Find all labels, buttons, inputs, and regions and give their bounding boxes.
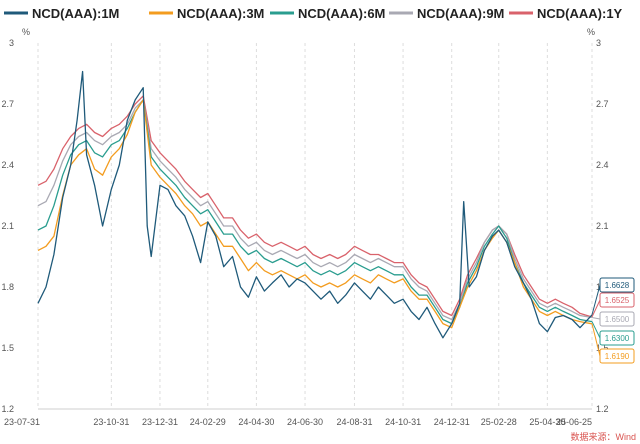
end-label-connector-4 bbox=[591, 323, 601, 357]
end-label-connector-1 bbox=[591, 299, 601, 318]
y-tick-right-6: 1.2 bbox=[596, 404, 609, 414]
y-unit-left: % bbox=[22, 27, 30, 37]
x-tick-label-4: 24-04-30 bbox=[238, 417, 274, 427]
y-tick-right-5: 1.5 bbox=[596, 343, 609, 353]
data-source: 数据来源：Wind bbox=[570, 431, 636, 442]
y-tick-left-0: 3 bbox=[9, 38, 14, 48]
chart-grid bbox=[37, 43, 593, 410]
end-label-box-4 bbox=[599, 348, 635, 364]
series-line-0 bbox=[37, 70, 593, 339]
y-tick-left-6: 1.2 bbox=[1, 404, 14, 414]
end-label-0: 1.6628 bbox=[605, 281, 630, 290]
y-tick-left-1: 2.7 bbox=[1, 99, 14, 109]
series-line-2 bbox=[37, 99, 593, 325]
end-label-box-1 bbox=[599, 292, 635, 308]
end-label-3: 1.6300 bbox=[605, 334, 630, 343]
y-axis-left: 3 2.7 2.4 2.1 1.8 1.5 1.2 bbox=[1, 38, 14, 414]
y-tick-left-2: 2.4 bbox=[1, 160, 14, 170]
x-tick-label-7: 24-10-31 bbox=[385, 417, 421, 427]
chart-legend: NCD(AAA):1M NCD(AAA):3M NCD(AAA):6M NCD(AAA… bbox=[4, 6, 623, 21]
end-label-1: 1.6525 bbox=[605, 296, 630, 305]
y-unit-right: % bbox=[587, 27, 595, 37]
x-tick-label-9: 25-02-28 bbox=[481, 417, 517, 427]
x-tick-label-2: 23-12-31 bbox=[142, 417, 178, 427]
y-tick-left-5: 1.5 bbox=[1, 343, 14, 353]
y-tick-right-0: 3 bbox=[596, 38, 601, 48]
end-label-connector-3 bbox=[591, 321, 601, 339]
legend-label-3: NCD(AAA):9M bbox=[417, 6, 504, 21]
end-label-4: 1.6190 bbox=[605, 352, 630, 361]
y-tick-right-2: 2.4 bbox=[596, 160, 609, 170]
end-value-labels: 1.6628 1.6525 1.6500 1.6300 1.6190 bbox=[591, 277, 635, 364]
end-label-connector-2 bbox=[591, 317, 601, 320]
end-label-box-0 bbox=[599, 277, 635, 293]
legend-label-4: NCD(AAA):1Y bbox=[537, 6, 623, 21]
x-axis: 23-07-31 23-10-31 23-12-31 24-02-29 24-04-30… bbox=[4, 417, 592, 427]
legend-label-2: NCD(AAA):6M bbox=[298, 6, 385, 21]
y-tick-left-3: 2.1 bbox=[1, 221, 14, 231]
x-tick-label-8: 24-12-31 bbox=[434, 417, 470, 427]
y-tick-left-4: 1.8 bbox=[1, 282, 14, 292]
x-tick-label-3: 24-02-29 bbox=[190, 417, 226, 427]
y-tick-right-1: 2.7 bbox=[596, 99, 609, 109]
end-label-box-2 bbox=[599, 311, 635, 327]
x-tick-label-11: 25-06-25 bbox=[556, 417, 592, 427]
series-line-3 bbox=[37, 99, 593, 321]
series-lines bbox=[37, 70, 593, 339]
legend-label-0: NCD(AAA):1M bbox=[32, 6, 119, 21]
x-tick-label-6: 24-08-31 bbox=[336, 417, 372, 427]
x-tick-label-5: 24-06-30 bbox=[287, 417, 323, 427]
legend-label-1: NCD(AAA):3M bbox=[177, 6, 264, 21]
x-tick-label-1: 23-10-31 bbox=[93, 417, 129, 427]
x-tick-label-0: 23-07-31 bbox=[4, 417, 40, 427]
x-tick-label-10: 25-04-30 bbox=[529, 417, 565, 427]
end-label-box-3 bbox=[599, 330, 635, 346]
end-label-2: 1.6500 bbox=[605, 315, 630, 324]
y-tick-right-3: 2.1 bbox=[596, 221, 609, 231]
end-label-connector-0 bbox=[591, 284, 601, 316]
